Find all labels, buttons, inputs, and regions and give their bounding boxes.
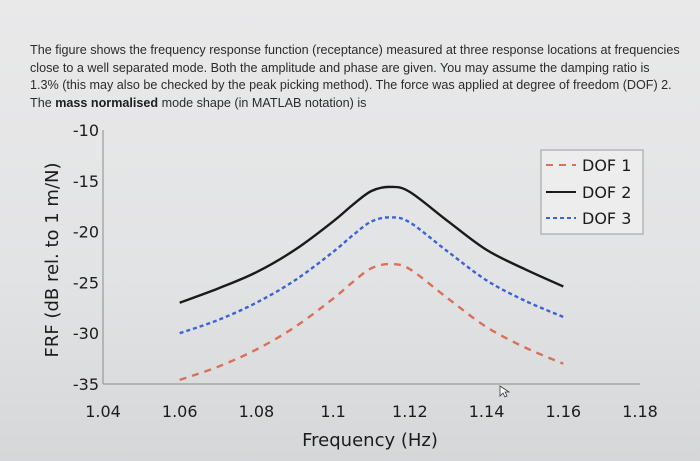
x-tick-label: 1.1 [320,402,345,421]
y-tick-label: -25 [73,273,99,292]
x-tick-label: 1.06 [162,402,198,421]
x-tick-label: 1.14 [469,402,505,421]
y-tick-label: -15 [73,172,99,191]
series-lines [179,185,564,382]
y-axis-label: FRF (dB rel. to 1 m/N) [42,162,63,357]
y-tick-labels: -10 -15 -20 -25 -30 -35 [73,121,99,394]
series-line-dof2 [179,185,564,304]
legend-label-dof1: DOF 1 [582,156,631,175]
series-line-dof1 [179,262,564,382]
y-tick-label: -20 [73,223,99,242]
legend: DOF 1 DOF 2 DOF 3 [540,149,644,235]
question-text-part1: The figure shows the frequency response … [30,43,680,110]
y-tick-label: -35 [73,375,99,394]
x-tick-label: 1.18 [622,402,658,421]
x-tick-label: 1.16 [545,402,581,421]
cursor-pointer-icon [499,385,511,398]
legend-label-dof2: DOF 2 [582,183,631,202]
axes [102,130,640,385]
y-tick-label: -30 [73,324,99,343]
x-tick-label: 1.12 [392,402,428,421]
question-text-part2: mode shape (in MATLAB notation) is [158,95,367,110]
question-text: The figure shows the frequency response … [30,42,680,112]
x-axis-label: Frequency (Hz) [302,430,438,451]
x-tick-labels: 1.04 1.06 1.08 1.1 1.12 1.14 1.16 1.18 [85,402,658,421]
series-line-dof3 [179,216,564,335]
y-tick-label: -10 [73,121,99,140]
x-tick-label: 1.08 [239,402,275,421]
legend-label-dof3: DOF 3 [582,209,631,228]
x-tick-label: 1.04 [85,402,121,421]
question-bold-text: mass normalised [55,95,159,110]
